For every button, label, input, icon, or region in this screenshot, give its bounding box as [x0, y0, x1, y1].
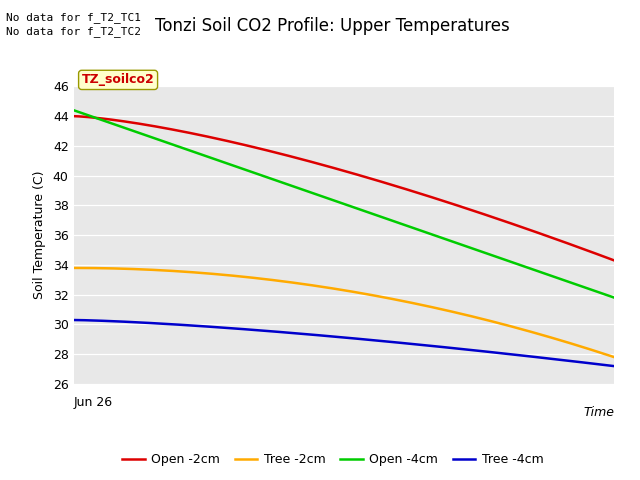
Open -2cm	[70, 113, 77, 119]
Tree -2cm	[72, 265, 79, 271]
Tree -4cm	[70, 317, 77, 323]
Tree -2cm	[560, 338, 568, 344]
Open -2cm	[401, 186, 408, 192]
Tree -4cm	[560, 357, 568, 363]
Open -2cm	[525, 227, 533, 233]
Tree -2cm	[525, 328, 533, 334]
Line: Tree -2cm: Tree -2cm	[74, 268, 614, 357]
Line: Tree -4cm: Tree -4cm	[74, 320, 614, 366]
Text: Tonzi Soil CO2 Profile: Upper Temperatures: Tonzi Soil CO2 Profile: Upper Temperatur…	[156, 17, 510, 35]
Open -2cm	[72, 113, 79, 119]
Open -4cm	[611, 295, 618, 300]
Open -2cm	[392, 183, 399, 189]
Tree -2cm	[70, 265, 77, 271]
Open -2cm	[560, 239, 568, 245]
Tree -4cm	[72, 317, 79, 323]
Tree -2cm	[401, 299, 408, 304]
Legend: Open -2cm, Tree -2cm, Open -4cm, Tree -4cm: Open -2cm, Tree -2cm, Open -4cm, Tree -4…	[117, 448, 548, 471]
Tree -2cm	[390, 296, 397, 302]
Line: Open -2cm: Open -2cm	[74, 116, 614, 261]
Y-axis label: Soil Temperature (C): Soil Temperature (C)	[33, 171, 46, 300]
Open -4cm	[390, 218, 397, 224]
Open -2cm	[390, 182, 397, 188]
Tree -2cm	[611, 354, 618, 360]
Text: Jun 26: Jun 26	[74, 396, 113, 409]
Text: No data for f_T2_TC1
No data for f_T2_TC2: No data for f_T2_TC1 No data for f_T2_TC…	[6, 12, 141, 37]
Tree -4cm	[401, 340, 408, 346]
Open -4cm	[401, 222, 408, 228]
Text: Time: Time	[584, 406, 614, 419]
Line: Open -4cm: Open -4cm	[74, 110, 614, 298]
Open -4cm	[525, 265, 533, 271]
Tree -2cm	[392, 297, 399, 302]
Open -4cm	[392, 219, 399, 225]
Open -4cm	[560, 277, 568, 283]
Tree -4cm	[392, 339, 399, 345]
Tree -4cm	[525, 353, 533, 359]
Tree -4cm	[611, 363, 618, 369]
Open -2cm	[611, 258, 618, 264]
Text: TZ_soilco2: TZ_soilco2	[82, 73, 154, 86]
Tree -4cm	[390, 339, 397, 345]
Open -4cm	[72, 108, 79, 114]
Open -4cm	[70, 108, 77, 113]
